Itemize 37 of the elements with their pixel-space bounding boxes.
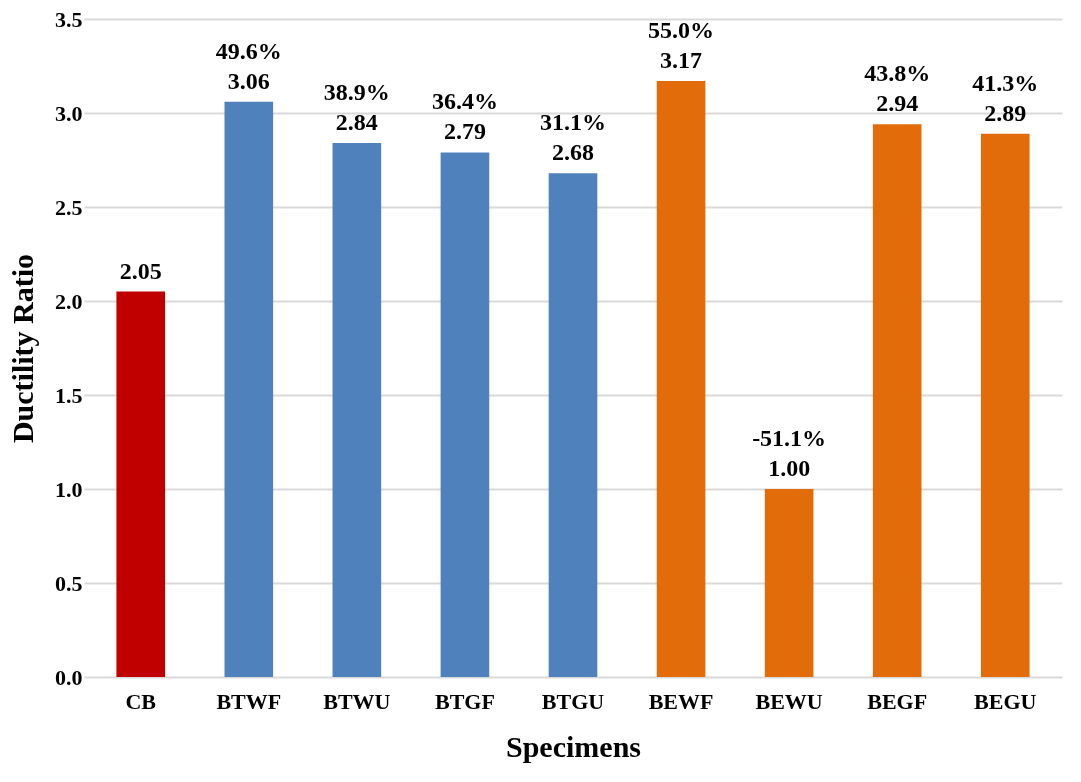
x-tick-label: BEWU — [755, 688, 823, 714]
y-tick-label: 2.5 — [55, 194, 83, 220]
y-tick-label: 1.5 — [55, 382, 83, 408]
text: 36.4% 2.79 — [431, 88, 498, 145]
x-tick-label: BTGF — [434, 688, 495, 714]
bar — [872, 124, 922, 677]
bar — [440, 152, 490, 677]
text: 31.1% 2.68 — [540, 109, 606, 166]
bar — [548, 173, 598, 677]
bar — [224, 101, 274, 677]
y-tick-label: 1.0 — [55, 476, 83, 502]
x-tick-label: BEGF — [867, 688, 928, 714]
text: 43.8% 2.94 — [864, 60, 931, 117]
bar — [116, 291, 166, 677]
text: 49.6% 3.06 — [215, 37, 282, 94]
bar — [332, 143, 382, 677]
text: -51.1% 1.00 — [752, 425, 827, 481]
y-tick-label: 0.0 — [55, 664, 83, 690]
text: 41.3% 2.89 — [972, 69, 1039, 126]
x-tick-label: BTWU — [323, 688, 391, 714]
x-axis-title: Specimens — [506, 729, 641, 763]
y-tick-label: 3.0 — [55, 100, 83, 126]
x-tick-label: BTGU — [541, 688, 605, 714]
bar — [656, 81, 706, 677]
x-tick-label: BEGU — [974, 688, 1037, 714]
text: 38.9% 2.84 — [323, 79, 390, 136]
y-tick-label: 2.0 — [55, 288, 83, 314]
y-axis-title: Ductility Ratio — [6, 253, 39, 444]
x-tick-label: BTWF — [216, 688, 282, 714]
bar — [980, 133, 1030, 677]
x-tick-label: CB — [125, 688, 157, 714]
x-tick-label: BEWF — [648, 688, 714, 714]
y-tick-label: 3.5 — [55, 6, 83, 32]
bar — [764, 489, 814, 677]
text: 55.0% 3.17 — [648, 17, 715, 74]
y-tick-label: 0.5 — [55, 570, 83, 596]
data-label: 2.05 — [119, 257, 162, 284]
